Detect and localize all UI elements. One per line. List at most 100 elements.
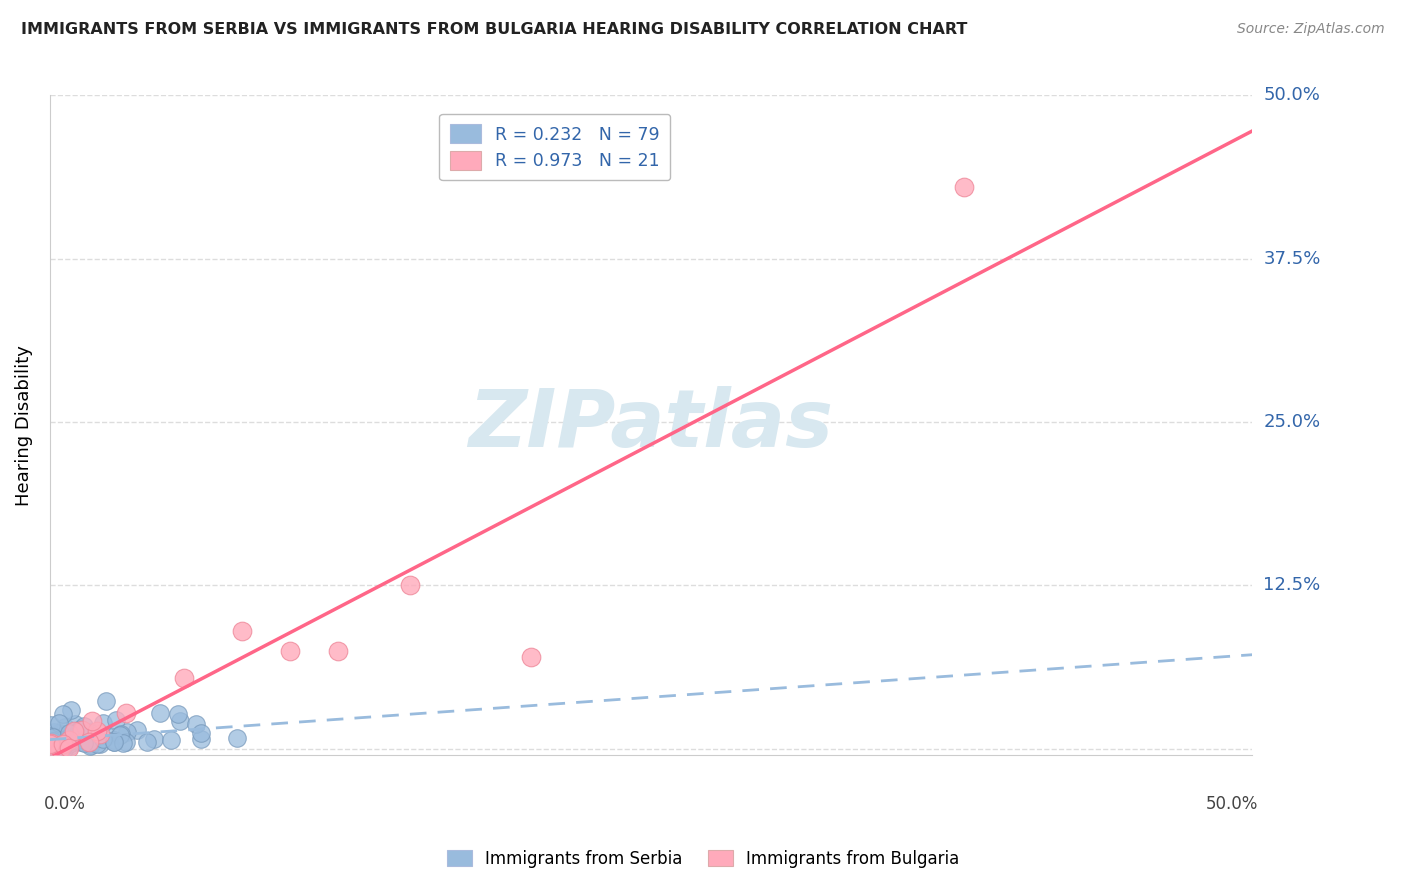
Point <box>49 741 72 756</box>
Point <box>41 739 63 753</box>
Point <box>52 706 75 721</box>
Point <box>46 740 69 755</box>
Point <box>125 723 148 738</box>
Point <box>278 644 301 658</box>
Point <box>79 729 101 743</box>
Point <box>39 718 62 732</box>
Point <box>77 735 100 749</box>
Point <box>65 733 87 747</box>
Point <box>190 732 212 747</box>
Text: 25.0%: 25.0% <box>1264 413 1320 431</box>
Point <box>48 741 70 756</box>
Point <box>136 735 159 749</box>
Point <box>42 724 65 739</box>
Point <box>52 739 75 754</box>
Point <box>169 714 191 728</box>
Point <box>399 578 422 592</box>
Point <box>59 703 82 717</box>
Point <box>89 737 111 751</box>
Point <box>79 739 101 753</box>
Point <box>328 644 350 658</box>
Point <box>55 719 77 733</box>
Point <box>91 716 114 731</box>
Text: 50.0%: 50.0% <box>1206 795 1258 813</box>
Legend: Immigrants from Serbia, Immigrants from Bulgaria: Immigrants from Serbia, Immigrants from … <box>440 844 966 875</box>
Point <box>80 714 103 729</box>
Point <box>96 729 118 743</box>
Point <box>86 724 108 739</box>
Point <box>167 707 190 722</box>
Point <box>184 716 207 731</box>
Text: ZIPatlas: ZIPatlas <box>468 386 834 465</box>
Point <box>41 739 63 754</box>
Point <box>70 723 93 737</box>
Point <box>190 726 212 740</box>
Point <box>77 735 100 749</box>
Point <box>42 730 65 744</box>
Point <box>58 741 80 756</box>
Point <box>160 732 183 747</box>
Point <box>79 735 101 749</box>
Point <box>103 732 125 747</box>
Point <box>48 716 70 731</box>
Point <box>58 733 80 747</box>
Point <box>952 179 974 194</box>
Point <box>108 728 131 742</box>
Point <box>39 735 62 749</box>
Point <box>39 740 62 755</box>
Point <box>46 738 69 752</box>
Point <box>519 650 541 665</box>
Point <box>67 723 90 737</box>
Point <box>115 724 138 739</box>
Point <box>46 738 69 752</box>
Text: 50.0%: 50.0% <box>1264 87 1320 104</box>
Point <box>41 729 63 743</box>
Text: 37.5%: 37.5% <box>1264 250 1320 268</box>
Point <box>42 734 65 748</box>
Y-axis label: Hearing Disability: Hearing Disability <box>15 345 32 506</box>
Point <box>55 735 77 749</box>
Point <box>49 726 72 740</box>
Point <box>110 727 132 741</box>
Text: 12.5%: 12.5% <box>1264 576 1320 594</box>
Point <box>48 732 70 747</box>
Point <box>55 736 77 750</box>
Point <box>115 706 138 720</box>
Point <box>103 735 125 749</box>
Point <box>48 726 70 740</box>
Point <box>149 706 172 720</box>
Point <box>77 725 100 739</box>
Text: Source: ZipAtlas.com: Source: ZipAtlas.com <box>1237 22 1385 37</box>
Point <box>103 735 125 749</box>
Point <box>105 714 128 728</box>
Point <box>53 734 76 748</box>
Point <box>142 732 165 747</box>
Point <box>59 739 82 754</box>
Point <box>58 737 80 751</box>
Point <box>38 739 60 753</box>
Point <box>45 741 67 756</box>
Point <box>58 726 80 740</box>
Point <box>52 737 75 751</box>
Point <box>79 739 101 753</box>
Point <box>39 736 62 750</box>
Point <box>91 731 114 746</box>
Point <box>231 624 253 639</box>
Point <box>53 731 76 745</box>
Point <box>48 739 70 753</box>
Text: 0.0%: 0.0% <box>44 795 86 813</box>
Legend: R = 0.232   N = 79, R = 0.973   N = 21: R = 0.232 N = 79, R = 0.973 N = 21 <box>440 114 671 180</box>
Point <box>42 738 65 752</box>
Point <box>89 726 111 740</box>
Point <box>70 732 93 747</box>
Point <box>70 723 93 737</box>
Text: IMMIGRANTS FROM SERBIA VS IMMIGRANTS FROM BULGARIA HEARING DISABILITY CORRELATIO: IMMIGRANTS FROM SERBIA VS IMMIGRANTS FRO… <box>21 22 967 37</box>
Point <box>63 734 86 748</box>
Point <box>45 741 67 756</box>
Point <box>111 736 134 750</box>
Point <box>58 733 80 747</box>
Point <box>38 737 60 751</box>
Point <box>73 719 96 733</box>
Point <box>63 717 86 731</box>
Point <box>70 734 93 748</box>
